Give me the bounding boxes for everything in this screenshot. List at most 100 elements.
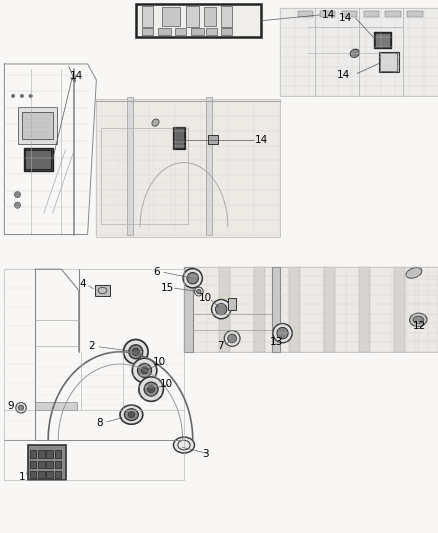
Bar: [208, 135, 218, 144]
Circle shape: [14, 191, 21, 198]
Bar: [280, 8, 438, 96]
Bar: [55, 461, 61, 468]
Circle shape: [148, 385, 155, 393]
Bar: [380, 53, 397, 71]
Bar: [175, 28, 186, 35]
Bar: [342, 11, 357, 17]
Bar: [158, 28, 171, 35]
Bar: [206, 97, 212, 235]
Ellipse shape: [406, 268, 422, 278]
Circle shape: [129, 345, 143, 359]
Bar: [320, 11, 335, 17]
Ellipse shape: [152, 119, 159, 126]
Circle shape: [138, 364, 152, 377]
Text: 14: 14: [322, 10, 335, 20]
Bar: [136, 4, 261, 37]
Circle shape: [132, 358, 157, 383]
Ellipse shape: [128, 411, 135, 418]
Text: 14: 14: [339, 13, 352, 22]
Bar: [38, 471, 45, 478]
Bar: [374, 32, 391, 48]
Circle shape: [187, 272, 198, 284]
Text: 1: 1: [18, 472, 25, 482]
Circle shape: [224, 330, 240, 346]
Text: 2: 2: [88, 342, 95, 351]
Bar: [184, 266, 193, 352]
Bar: [18, 107, 57, 144]
Text: 14: 14: [255, 135, 268, 144]
Text: 4: 4: [79, 279, 86, 289]
Bar: [101, 128, 188, 224]
Bar: [24, 148, 53, 171]
Bar: [173, 127, 185, 149]
Bar: [385, 11, 401, 17]
Bar: [407, 11, 423, 17]
Ellipse shape: [173, 437, 194, 453]
Circle shape: [20, 94, 24, 98]
Bar: [206, 28, 217, 35]
Bar: [55, 450, 61, 458]
Bar: [30, 471, 36, 478]
Circle shape: [273, 324, 292, 343]
Ellipse shape: [350, 49, 360, 58]
Circle shape: [144, 382, 158, 396]
Ellipse shape: [124, 409, 138, 421]
Text: 15: 15: [161, 283, 174, 293]
Bar: [95, 285, 110, 296]
Bar: [55, 471, 61, 478]
Bar: [38, 450, 45, 458]
Bar: [191, 28, 204, 35]
Bar: [184, 266, 438, 352]
Circle shape: [277, 327, 288, 339]
Bar: [142, 28, 153, 35]
Circle shape: [215, 303, 227, 315]
Bar: [46, 471, 53, 478]
Text: 7: 7: [217, 342, 224, 351]
Circle shape: [14, 202, 21, 208]
Ellipse shape: [413, 316, 424, 324]
Bar: [162, 7, 180, 26]
Circle shape: [11, 94, 15, 98]
Bar: [96, 99, 280, 237]
Ellipse shape: [410, 313, 427, 327]
Circle shape: [132, 348, 139, 356]
Bar: [289, 266, 300, 352]
Bar: [379, 52, 399, 72]
Bar: [364, 11, 379, 17]
Bar: [272, 266, 280, 352]
Bar: [22, 112, 53, 139]
Text: 9: 9: [7, 401, 14, 411]
Text: 8: 8: [96, 418, 103, 427]
Bar: [46, 461, 53, 468]
Circle shape: [124, 340, 148, 364]
Bar: [221, 6, 232, 27]
Circle shape: [18, 405, 24, 410]
Bar: [174, 128, 184, 148]
Bar: [394, 266, 405, 352]
Text: 14: 14: [337, 70, 350, 79]
Bar: [204, 7, 216, 26]
Bar: [38, 461, 45, 468]
Bar: [35, 402, 77, 410]
Circle shape: [16, 402, 26, 413]
Circle shape: [29, 94, 32, 98]
Text: 10: 10: [160, 379, 173, 389]
Circle shape: [183, 269, 202, 288]
Bar: [30, 461, 36, 468]
Text: 10: 10: [198, 294, 212, 303]
Bar: [298, 11, 313, 17]
Ellipse shape: [120, 405, 143, 424]
Bar: [46, 450, 53, 458]
Bar: [127, 97, 133, 235]
Bar: [375, 33, 390, 47]
Circle shape: [212, 300, 231, 319]
Bar: [221, 28, 232, 35]
Bar: [324, 266, 335, 352]
Bar: [25, 150, 51, 169]
Circle shape: [139, 377, 163, 401]
Text: 10: 10: [153, 358, 166, 367]
Text: 13: 13: [269, 337, 283, 347]
Text: 6: 6: [153, 267, 160, 277]
Text: 3: 3: [202, 449, 209, 459]
Circle shape: [194, 287, 203, 296]
